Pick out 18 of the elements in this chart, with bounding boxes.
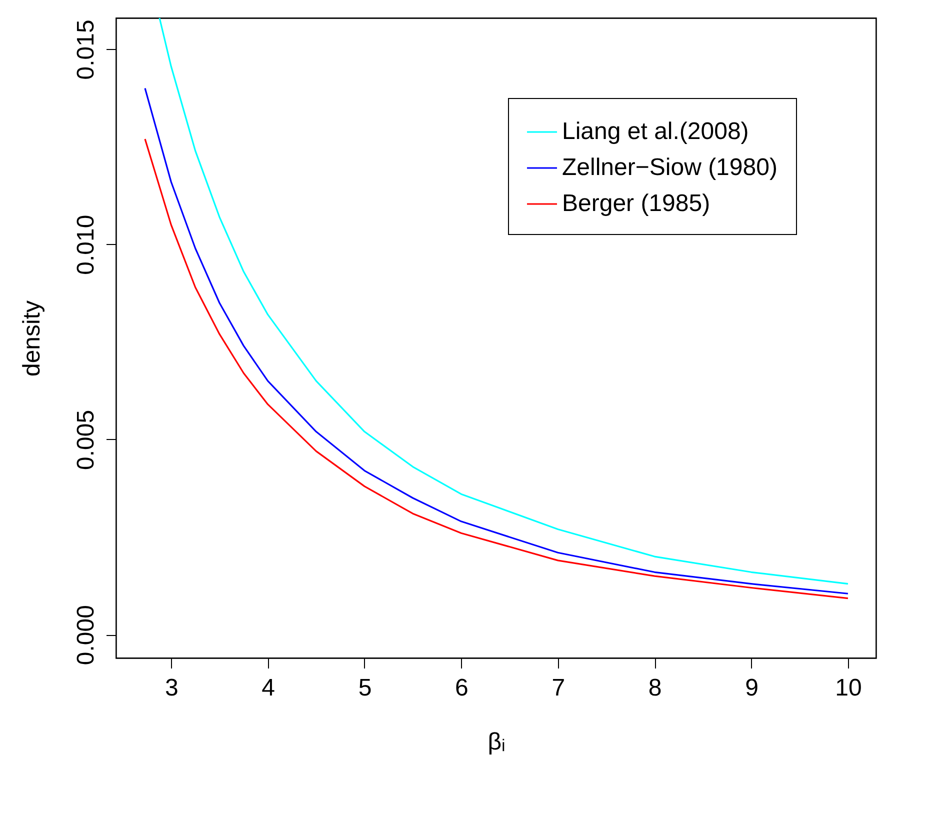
x-tick-label: 10 xyxy=(835,674,862,702)
x-axis-title: βᵢ xyxy=(488,728,506,756)
x-tick-label: 5 xyxy=(358,674,372,702)
legend-label: Liang et al.(2008) xyxy=(562,118,749,145)
x-tick-label: 4 xyxy=(262,674,275,702)
y-tick-label: 0.010 xyxy=(72,214,100,275)
y-tick-label: 0.000 xyxy=(72,605,100,666)
line-series xyxy=(158,18,849,585)
x-tick-label: 3 xyxy=(164,674,178,702)
x-tick-label: 7 xyxy=(552,674,566,702)
x-tick-label: 6 xyxy=(455,674,468,702)
legend-label: Berger (1985) xyxy=(562,190,710,217)
y-axis-title: density xyxy=(18,300,46,377)
x-tick-label: 8 xyxy=(648,674,662,702)
y-tick-label: 0.005 xyxy=(72,410,100,470)
y-tick-label: 0.015 xyxy=(72,20,100,80)
legend-label: Zellner−Siow (1980) xyxy=(562,154,778,181)
x-tick-label: 9 xyxy=(745,674,758,702)
